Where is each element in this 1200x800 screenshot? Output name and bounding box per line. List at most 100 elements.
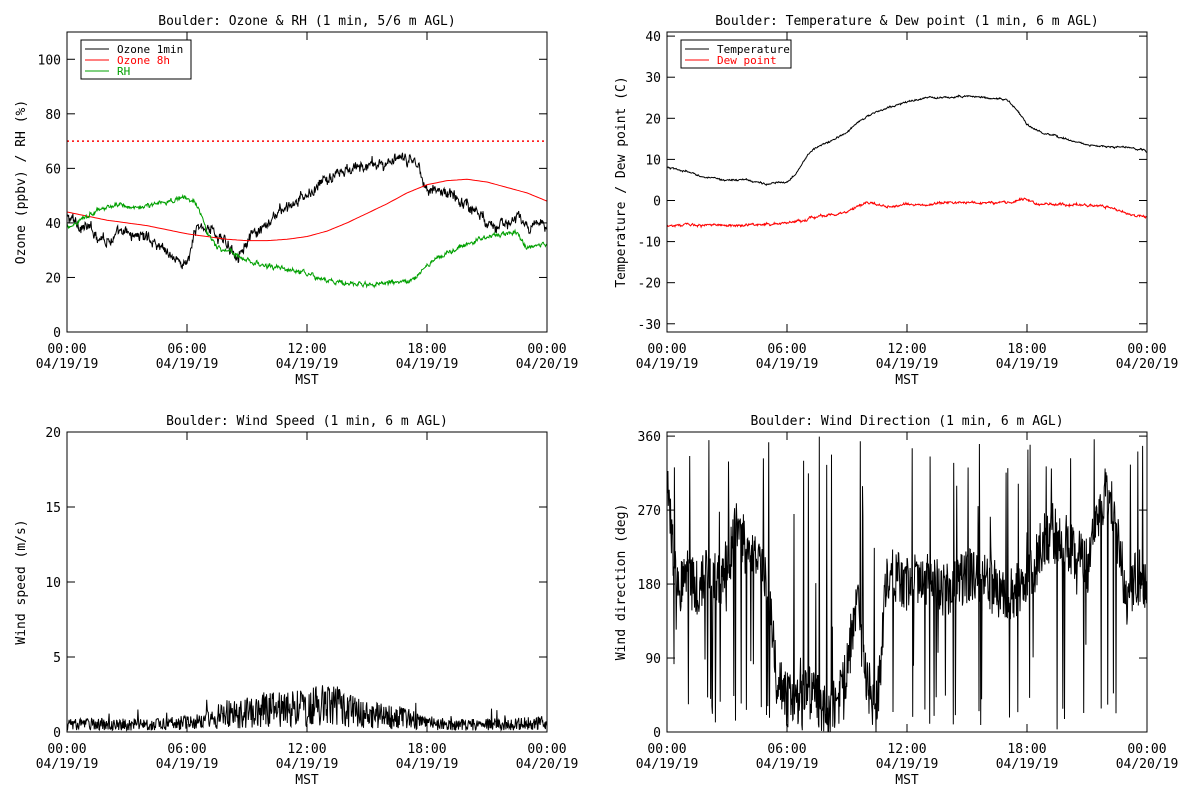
series-line-2 [667, 197, 1147, 229]
series-line-1 [67, 152, 547, 270]
y-tick-label: 0 [53, 726, 61, 741]
x-tick-label-date: 04/19/19 [756, 757, 819, 772]
legend-label: Ozone 8h [117, 54, 170, 67]
y-tick-label: 90 [645, 652, 661, 667]
panel-3: Boulder: Wind Speed (1 min, 6 m AGL) Wind… [14, 414, 578, 788]
x-tick-label-date: 04/19/19 [876, 357, 939, 372]
y-tick-label: -20 [638, 277, 661, 292]
x-tick-label-time: 18:00 [1007, 742, 1046, 757]
series-line-1 [667, 94, 1147, 187]
legend-box [680, 39, 792, 69]
x-tick-label-time: 00:00 [527, 342, 566, 357]
series-line-2 [67, 178, 547, 242]
y-axis-label: Temperature / Dew point (C) [614, 76, 629, 287]
x-tick-label-date: 04/19/19 [276, 357, 339, 372]
legend-label: Temperature [717, 43, 790, 56]
x-tick-label-date: 04/19/19 [876, 757, 939, 772]
x-tick-label-date: 04/20/19 [1116, 757, 1179, 772]
x-tick-label-date: 04/19/19 [756, 357, 819, 372]
y-axis-label: Wind speed (m/s) [14, 519, 29, 644]
y-tick-label: 40 [45, 217, 61, 232]
x-tick-label-time: 00:00 [1127, 742, 1166, 757]
y-tick-label: 0 [653, 194, 661, 209]
x-tick-label-date: 04/19/19 [396, 757, 459, 772]
x-tick-label-date: 04/20/19 [516, 757, 579, 772]
x-tick-label-time: 12:00 [287, 742, 326, 757]
y-tick-label: 5 [53, 651, 61, 666]
x-tick-label-date: 04/19/19 [36, 757, 99, 772]
series-line-1 [67, 685, 547, 732]
x-tick-label-time: 06:00 [767, 742, 806, 757]
x-axis-label: MST [895, 773, 919, 788]
y-tick-label: 40 [645, 30, 661, 45]
series-line-1 [667, 436, 1147, 732]
panel-4: Boulder: Wind Direction (1 min, 6 m AGL)… [614, 414, 1178, 788]
legend-label: Dew point [717, 54, 777, 67]
x-tick-label-date: 04/19/19 [156, 757, 219, 772]
x-tick-label-date: 04/19/19 [36, 357, 99, 372]
plot-frame [666, 31, 1148, 333]
x-tick-label-date: 04/19/19 [636, 357, 699, 372]
x-tick-label-time: 00:00 [47, 742, 86, 757]
x-tick-label-date: 04/20/19 [516, 357, 579, 372]
plot-area [67, 685, 547, 732]
y-axis-label: Ozone (ppbv) / RH (%) [14, 100, 29, 264]
x-axis-label: MST [295, 773, 319, 788]
panel-2: Boulder: Temperature & Dew point (1 min,… [614, 14, 1178, 388]
y-tick-label: 20 [645, 112, 661, 127]
x-tick-label-time: 00:00 [1127, 342, 1166, 357]
x-tick-label-date: 04/19/19 [396, 357, 459, 372]
x-tick-label-time: 00:00 [647, 742, 686, 757]
chart-title: Boulder: Temperature & Dew point (1 min,… [715, 14, 1099, 29]
legend-label: Ozone 1min [117, 43, 183, 56]
x-axis-label: MST [295, 373, 319, 388]
y-tick-label: -30 [638, 318, 661, 333]
y-tick-label: 270 [638, 504, 661, 519]
x-tick-label-date: 04/19/19 [156, 357, 219, 372]
y-tick-label: 80 [45, 108, 61, 123]
x-tick-label-date: 04/19/19 [996, 357, 1059, 372]
chart-title: Boulder: Wind Direction (1 min, 6 m AGL) [750, 414, 1063, 429]
panel-1: Boulder: Ozone & RH (1 min, 5/6 m AGL) Oz… [14, 14, 578, 388]
y-tick-label: 0 [53, 326, 61, 341]
plot-frame [66, 31, 548, 333]
series-line-3 [67, 193, 547, 289]
x-tick-label-time: 18:00 [1007, 342, 1046, 357]
x-tick-label-time: 12:00 [887, 742, 926, 757]
plot-area [667, 94, 1147, 229]
y-axis-label: Wind direction (deg) [614, 504, 629, 661]
x-tick-label-date: 04/20/19 [1116, 357, 1179, 372]
y-tick-label: 360 [638, 430, 661, 445]
y-tick-label: 100 [38, 53, 61, 68]
x-tick-label-time: 00:00 [527, 742, 566, 757]
x-tick-label-time: 00:00 [47, 342, 86, 357]
x-tick-label-date: 04/19/19 [996, 757, 1059, 772]
x-tick-label-time: 12:00 [887, 342, 926, 357]
x-tick-label-time: 12:00 [287, 342, 326, 357]
x-axis-label: MST [895, 373, 919, 388]
x-tick-label-time: 18:00 [407, 742, 446, 757]
y-tick-label: 60 [45, 162, 61, 177]
x-tick-label-time: 00:00 [647, 342, 686, 357]
plot-area [67, 140, 547, 289]
x-tick-label-time: 06:00 [767, 342, 806, 357]
y-tick-label: 20 [45, 271, 61, 286]
chart-title: Boulder: Wind Speed (1 min, 6 m AGL) [166, 414, 448, 429]
y-tick-label: 10 [45, 576, 61, 591]
y-tick-label: 0 [653, 726, 661, 741]
y-tick-label: 10 [645, 153, 661, 168]
plot-frame [66, 431, 548, 733]
x-tick-label-date: 04/19/19 [276, 757, 339, 772]
plot-area [667, 436, 1147, 732]
x-tick-label-time: 06:00 [167, 742, 206, 757]
x-tick-label-time: 06:00 [167, 342, 206, 357]
y-tick-label: 30 [645, 71, 661, 86]
chart-title: Boulder: Ozone & RH (1 min, 5/6 m AGL) [158, 14, 455, 29]
y-tick-label: -10 [638, 236, 661, 251]
y-tick-label: 180 [638, 578, 661, 593]
plot-frame [666, 431, 1148, 733]
x-tick-label-date: 04/19/19 [636, 757, 699, 772]
y-tick-label: 20 [45, 426, 61, 441]
legend-label: RH [117, 65, 130, 78]
